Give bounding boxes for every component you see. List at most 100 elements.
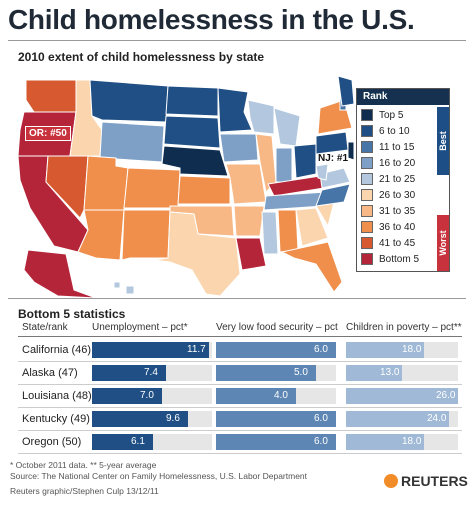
legend-label: 41 to 45 bbox=[379, 238, 416, 249]
bar-value-label: 26.0 bbox=[436, 390, 456, 401]
bar-poverty bbox=[346, 388, 458, 404]
legend-title: Rank bbox=[357, 89, 449, 105]
legend-label: 26 to 30 bbox=[379, 190, 416, 201]
state-mn bbox=[217, 87, 253, 133]
bar-poverty bbox=[346, 411, 449, 427]
state-ar bbox=[233, 205, 265, 237]
legend-swatch bbox=[361, 125, 373, 138]
legend-swatch bbox=[361, 141, 373, 154]
row-state-label: Oregon (50) bbox=[22, 436, 82, 448]
bar-value-label: 11.7 bbox=[187, 344, 206, 355]
legend-item: 21 to 25 bbox=[361, 173, 415, 189]
bar-unemployment bbox=[92, 388, 162, 404]
legend-label: Bottom 5 bbox=[379, 254, 420, 265]
state-ks bbox=[177, 175, 231, 205]
state-mo bbox=[225, 163, 267, 205]
legend-swatch bbox=[361, 221, 373, 234]
legend-swatch bbox=[361, 205, 373, 218]
source-note: Source: The National Center on Family Ho… bbox=[10, 471, 308, 481]
state-me bbox=[337, 75, 354, 107]
state-ne bbox=[161, 145, 229, 177]
header-state-rank: State/rank bbox=[22, 322, 68, 333]
bar-food bbox=[216, 342, 336, 358]
row-state-label: Louisiana (48) bbox=[22, 390, 92, 402]
row-divider bbox=[18, 407, 462, 408]
legend-label: 6 to 10 bbox=[379, 126, 410, 137]
reuters-logo: REUTERS bbox=[384, 473, 468, 489]
bar-value-label: 6.0 bbox=[314, 344, 328, 355]
legend-swatch bbox=[361, 173, 373, 186]
row-divider bbox=[18, 453, 462, 454]
legend-swatch bbox=[361, 189, 373, 202]
state-wi bbox=[247, 99, 275, 135]
reuters-dot-icon bbox=[384, 474, 398, 488]
state-fl bbox=[280, 241, 343, 293]
bar-poverty bbox=[346, 434, 424, 450]
legend-swatch bbox=[361, 157, 373, 170]
legend-label: 21 to 25 bbox=[379, 174, 416, 185]
bar-value-label: 6.0 bbox=[314, 413, 328, 424]
state-va bbox=[319, 167, 351, 189]
table-row: Oregon (50) 6.1 6.0 18.0 bbox=[18, 432, 462, 454]
legend-item: 26 to 30 bbox=[361, 189, 415, 205]
state-mi bbox=[273, 107, 301, 147]
state-nd bbox=[165, 85, 219, 117]
row-divider bbox=[18, 384, 462, 385]
legend-label: 11 to 15 bbox=[379, 142, 415, 153]
header-divider bbox=[18, 336, 462, 337]
legend-item: 11 to 15 bbox=[361, 141, 414, 157]
state-nm bbox=[121, 209, 171, 261]
bar-food bbox=[216, 365, 316, 381]
bar-poverty bbox=[346, 342, 424, 358]
legend-swatch bbox=[361, 237, 373, 250]
legend-item: Bottom 5 bbox=[361, 253, 419, 269]
state-ms bbox=[261, 211, 279, 255]
state-in bbox=[275, 147, 293, 183]
state-hi bbox=[113, 281, 135, 295]
callout-oregon: OR: #50 bbox=[25, 126, 71, 141]
rank-legend: Rank Top 5 6 to 10 11 to 15 16 to 20 21 to 2… bbox=[356, 88, 450, 272]
bar-value-label: 6.0 bbox=[314, 436, 328, 447]
table-row: California (46) 11.7 6.0 18.0 bbox=[18, 340, 462, 362]
legend-item: 16 to 20 bbox=[361, 157, 415, 173]
legend-label: 36 to 40 bbox=[379, 222, 416, 233]
header-unemployment: Unemployment – pct* bbox=[92, 322, 188, 333]
us-state-map bbox=[17, 75, 354, 299]
state-pa bbox=[315, 131, 349, 155]
bar-food bbox=[216, 388, 296, 404]
bar-value-label: 24.0 bbox=[427, 413, 447, 424]
table-row: Kentucky (49) 9.6 6.0 24.0 bbox=[18, 409, 462, 431]
bar-unemployment bbox=[92, 365, 166, 381]
table-row: Louisiana (48) 7.0 4.0 26.0 bbox=[18, 386, 462, 408]
state-wy bbox=[99, 121, 165, 163]
state-mt bbox=[89, 79, 169, 123]
legend-item: 36 to 40 bbox=[361, 221, 415, 237]
bar-value-label: 7.4 bbox=[144, 367, 158, 378]
legend-item: 41 to 45 bbox=[361, 237, 415, 253]
bar-unemployment bbox=[92, 342, 209, 358]
state-wv bbox=[315, 163, 329, 181]
bar-food bbox=[216, 411, 336, 427]
legend-worst-label: Worst bbox=[438, 230, 448, 256]
state-nc bbox=[315, 183, 351, 207]
state-ga bbox=[295, 207, 329, 247]
bar-food bbox=[216, 434, 336, 450]
state-al bbox=[277, 209, 299, 253]
legend-item: Top 5 bbox=[361, 109, 403, 125]
state-la bbox=[235, 237, 267, 271]
brand-name: REUTERS bbox=[401, 473, 468, 489]
state-wa bbox=[25, 79, 77, 113]
callout-new-jersey: NJ: #1 bbox=[318, 153, 349, 164]
legend-swatch bbox=[361, 253, 373, 266]
bar-value-label: 5.0 bbox=[294, 367, 308, 378]
legend-label: 31 to 35 bbox=[379, 206, 416, 217]
credit-note: Reuters graphic/Stephen Culp 13/12/11 bbox=[10, 486, 159, 496]
legend-label: 16 to 20 bbox=[379, 158, 416, 169]
legend-best-band: Best bbox=[437, 107, 449, 175]
header-poverty: Children in poverty – pct** bbox=[346, 322, 462, 333]
row-state-label: California (46) bbox=[22, 344, 92, 356]
legend-worst-band: Worst bbox=[437, 215, 449, 271]
state-sd bbox=[163, 115, 221, 149]
page-title: Child homelessness in the U.S. bbox=[8, 4, 415, 35]
bar-value-label: 13.0 bbox=[380, 367, 400, 378]
